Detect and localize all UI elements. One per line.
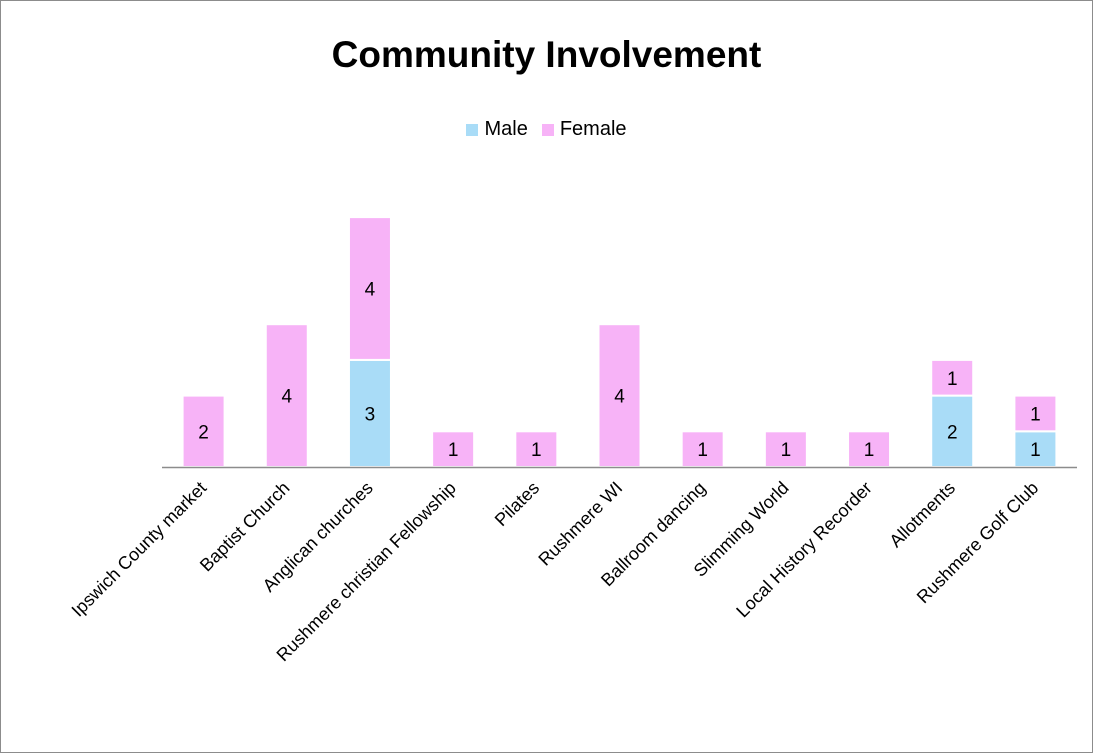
data-label-male-2: 3 (365, 404, 376, 425)
category-label-4: Pilates (491, 478, 543, 530)
bar-female-6 (680, 430, 725, 468)
data-label-female-4: 1 (531, 440, 542, 461)
data-label-female-6: 1 (697, 440, 708, 461)
data-label-female-0: 2 (198, 422, 209, 443)
data-label-female-2: 4 (365, 280, 376, 301)
legend-label-male: Male (484, 118, 528, 140)
legend: Male Female (0, 118, 1093, 141)
category-label-0: Ipswich County market (68, 478, 211, 621)
bar-female-10 (1013, 394, 1058, 433)
data-label-female-9: 1 (947, 369, 958, 390)
bar-female-9 (930, 358, 975, 397)
data-label-female-8: 1 (864, 440, 875, 461)
chart-title: Community Involvement (331, 34, 762, 75)
legend-swatch-male (466, 123, 479, 136)
bar-female-5 (597, 323, 642, 469)
bar-female-2 (347, 216, 392, 361)
bar-female-1 (264, 323, 309, 469)
data-label-male-9: 2 (947, 422, 958, 443)
data-label-female-3: 1 (448, 440, 459, 461)
data-label-female-7: 1 (781, 440, 792, 461)
category-label-5: Rushmere WI (534, 478, 626, 570)
data-label-female-5: 4 (614, 387, 625, 408)
bar-female-8 (847, 430, 892, 468)
category-label-8: Local History Recorder (732, 478, 876, 622)
legend-item-male: Male (466, 118, 528, 141)
data-label-male-10: 1 (1030, 440, 1041, 461)
data-label-female-1: 4 (281, 387, 292, 408)
bar-female-3 (431, 430, 476, 468)
legend-label-female: Female (559, 118, 627, 140)
legend-swatch-female (541, 123, 554, 136)
bar-male-9 (930, 394, 975, 469)
bar-female-7 (763, 430, 808, 468)
category-label-9: Allotments (885, 478, 959, 552)
legend-item-female: Female (541, 118, 627, 141)
category-label-3: Rushmere christian Fellowship (273, 478, 460, 665)
data-label-female-10: 1 (1030, 404, 1041, 425)
